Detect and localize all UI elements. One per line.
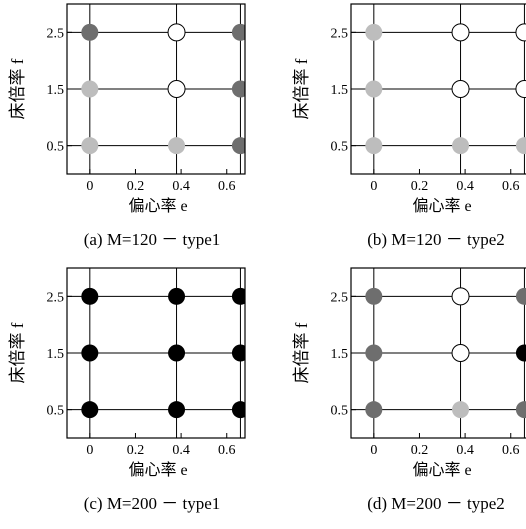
x-tick-label: 0.4 <box>172 179 190 194</box>
data-point <box>231 287 245 305</box>
data-point <box>231 23 245 41</box>
data-point <box>452 401 470 419</box>
data-point <box>81 401 99 419</box>
data-point <box>81 287 99 305</box>
x-axis-label: 偏心率 e <box>128 197 187 215</box>
y-tick-label: 0.5 <box>331 404 349 419</box>
x-axis-label: 偏心率 e <box>128 461 187 479</box>
panel-caption: (d) M=200 － type2 <box>367 494 505 513</box>
plot-area <box>67 268 245 438</box>
data-point <box>365 344 383 362</box>
data-point <box>452 137 470 155</box>
plot-area <box>67 4 245 174</box>
panel-caption: (c) M=200 － type1 <box>84 494 221 513</box>
x-tick-label: 0 <box>370 443 377 458</box>
y-tick-label: 2.5 <box>331 26 349 41</box>
x-tick-label: 0 <box>86 179 93 194</box>
plot-area <box>351 4 526 174</box>
data-point <box>365 401 383 419</box>
data-point <box>231 80 245 98</box>
y-axis-label: 床倍率 f <box>8 58 27 119</box>
panel-caption: (a) M=120 － type1 <box>84 230 221 249</box>
data-point <box>231 401 245 419</box>
x-tick-label: 0 <box>370 179 377 194</box>
data-point <box>81 23 99 41</box>
data-point <box>168 401 186 419</box>
panel-caption: (b) M=120 － type2 <box>367 230 505 249</box>
data-point <box>515 137 526 155</box>
x-tick-label: 0.6 <box>502 443 520 458</box>
y-tick-label: 0.5 <box>331 140 349 155</box>
y-tick-label: 2.5 <box>331 290 349 305</box>
data-point <box>81 137 99 155</box>
data-point <box>81 80 99 98</box>
data-point <box>231 344 245 362</box>
chart-panel-b: 0.5 1.5 2.5 0 0.2 0.4 0.6 偏心率 e 床倍率 f (b) M=120 －… <box>292 3 526 249</box>
x-tick-label: 0 <box>86 443 93 458</box>
chart-panel-a: 0.5 1.5 2.5 0 0.2 0.4 0.6 偏心率 e 床倍率 f (a) M=120 －… <box>8 3 246 249</box>
x-tick-label: 0.6 <box>218 443 236 458</box>
y-tick-label: 1.5 <box>331 83 349 98</box>
x-tick-label: 0.2 <box>411 443 429 458</box>
x-tick-label: 0.4 <box>456 179 474 194</box>
data-point <box>451 287 470 306</box>
data-point <box>167 23 186 42</box>
data-point <box>168 344 186 362</box>
data-point <box>515 287 526 305</box>
y-axis-label: 床倍率 f <box>8 322 27 383</box>
y-tick-label: 0.5 <box>47 140 65 155</box>
x-tick-label: 0.4 <box>172 443 190 458</box>
data-point <box>515 401 526 419</box>
data-point <box>167 80 186 98</box>
data-point <box>168 287 186 305</box>
data-point <box>515 80 526 98</box>
x-tick-label: 0.2 <box>127 179 145 194</box>
plot-area <box>351 268 526 438</box>
y-tick-label: 1.5 <box>47 347 65 362</box>
data-point <box>81 344 99 362</box>
x-tick-label: 0.4 <box>456 443 474 458</box>
data-point <box>231 137 245 155</box>
data-point <box>515 23 526 42</box>
x-tick-label: 0.6 <box>218 179 236 194</box>
chart-panel-c: 0.5 1.5 2.5 0 0.2 0.4 0.6 偏心率 e 床倍率 f (c) M=200 －… <box>8 267 246 513</box>
x-axis-label: 偏心率 e <box>412 461 471 479</box>
y-tick-label: 1.5 <box>331 347 349 362</box>
y-tick-label: 1.5 <box>47 83 65 98</box>
data-point <box>451 80 470 98</box>
chart-panel-d: 0.5 1.5 2.5 0 0.2 0.4 0.6 偏心率 e 床倍率 f (d) M=200 －… <box>292 267 526 513</box>
data-point <box>365 23 383 41</box>
y-tick-label: 2.5 <box>47 290 65 305</box>
data-point <box>365 287 383 305</box>
y-axis-label: 床倍率 f <box>292 322 311 383</box>
y-tick-label: 2.5 <box>47 26 65 41</box>
data-point <box>451 344 470 362</box>
y-axis-label: 床倍率 f <box>292 58 311 119</box>
data-point <box>515 344 526 362</box>
data-point <box>168 137 186 155</box>
x-tick-label: 0.2 <box>411 179 429 194</box>
x-tick-label: 0.2 <box>127 443 145 458</box>
x-axis-label: 偏心率 e <box>412 197 471 215</box>
data-point <box>365 80 383 98</box>
x-tick-label: 0.6 <box>502 179 520 194</box>
data-point <box>451 23 470 42</box>
y-tick-label: 0.5 <box>47 404 65 419</box>
data-point <box>365 137 383 155</box>
